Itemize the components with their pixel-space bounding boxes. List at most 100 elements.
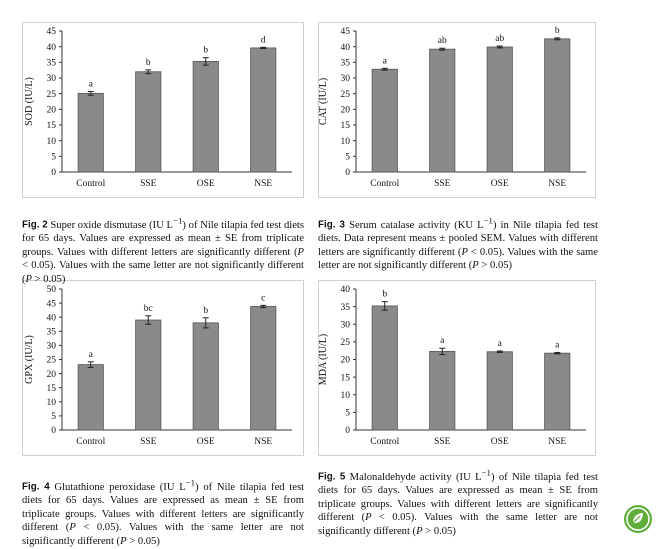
y-tick-label: 10	[341, 391, 351, 401]
y-tick-label: 45	[47, 27, 57, 37]
y-tick-label: 30	[341, 74, 351, 84]
y-tick-label: 25	[47, 356, 57, 366]
figure-label: Fig. 2	[22, 219, 48, 231]
significance-letter: ab	[438, 36, 447, 46]
y-tick-label: 45	[47, 299, 57, 309]
y-tick-label: 20	[341, 356, 351, 366]
bar-nse	[544, 352, 571, 431]
x-tick-label: Control	[76, 437, 105, 447]
bar-nse	[544, 38, 571, 173]
significance-letter: c	[261, 293, 265, 303]
x-tick-label: NSE	[548, 437, 566, 447]
chart-body: 0 5 10 15 20 25 30 35 40 45 CAT (IU/L) a Control ab SS…	[318, 26, 586, 189]
y-tick-label: 20	[47, 106, 57, 116]
significance-letter: a	[89, 350, 94, 360]
x-tick-label: SSE	[434, 179, 451, 189]
y-axis-title: MDA (IU/L)	[318, 334, 329, 385]
caption-text: Serum catalase activity (KU L−1) in Nile…	[318, 215, 598, 272]
significance-letter: b	[203, 306, 208, 316]
figure-label: Fig. 4	[22, 481, 50, 493]
y-tick-label: 0	[345, 426, 350, 436]
y-tick-label: 10	[47, 398, 57, 408]
y-tick-label: 5	[51, 412, 56, 422]
chart-body: 0 5 10 15 20 25 30 35 40 MDA (IU/L) b Control a SSE a O…	[318, 285, 586, 447]
y-tick-label: 40	[341, 285, 351, 295]
chart-body: 0 5 10 15 20 25 30 35 40 45 SOD (IU/L) a Control b SSE…	[24, 27, 292, 189]
x-tick-label: OSE	[491, 437, 509, 447]
x-tick-label: Control	[76, 179, 105, 189]
significance-letter: a	[440, 336, 445, 346]
x-tick-label: OSE	[197, 179, 215, 189]
y-tick-label: 45	[341, 27, 351, 37]
figure-caption-2: Fig. 2 Super oxide dismutase (IU L−1) of…	[22, 214, 304, 287]
significance-letter: b	[146, 58, 151, 68]
figure-label: Fig. 3	[318, 219, 345, 231]
x-tick-label: SSE	[434, 437, 451, 447]
bar-ose	[486, 351, 513, 431]
y-tick-label: 15	[47, 121, 57, 131]
bar-sse	[135, 319, 162, 431]
y-tick-label: 25	[341, 90, 351, 100]
x-tick-label: Control	[370, 179, 399, 189]
significance-letter: a	[383, 56, 388, 66]
y-tick-label: 5	[345, 153, 350, 163]
bar-control	[77, 364, 104, 431]
significance-letter: a	[89, 79, 94, 89]
significance-letter: ab	[495, 34, 504, 44]
y-tick-label: 15	[341, 121, 351, 131]
caption-text: Malonaldehyde activity (IU L−1) of Nile …	[318, 467, 598, 537]
caption-text: Glutathione peroxidase (IU L−1) of Nile …	[22, 477, 305, 547]
figure-caption-4: Fig. 4 Glutathione peroxidase (IU L−1) o…	[22, 476, 304, 549]
x-tick-label: NSE	[254, 437, 272, 447]
x-tick-label: Control	[370, 437, 399, 447]
y-tick-label: 0	[51, 168, 56, 178]
y-tick-label: 20	[341, 106, 351, 116]
bar-control	[371, 68, 398, 173]
y-tick-label: 40	[47, 313, 57, 323]
y-tick-label: 30	[47, 342, 57, 352]
y-tick-label: 5	[345, 409, 350, 419]
caption-text: Super oxide dismutase (IU L−1) of Nile t…	[22, 215, 304, 285]
figure-label: Fig. 5	[318, 471, 346, 483]
y-tick-label: 25	[47, 90, 57, 100]
figure-caption-5: Fig. 5 Malonaldehyde activity (IU L−1) o…	[318, 466, 598, 539]
y-tick-label: 25	[341, 338, 351, 348]
y-tick-label: 50	[47, 285, 57, 295]
x-tick-label: SSE	[140, 437, 157, 447]
y-axis-title: SOD (IU/L)	[24, 77, 35, 126]
bar-ose	[192, 60, 219, 173]
significance-letter: bc	[144, 304, 153, 314]
y-tick-label: 30	[341, 320, 351, 330]
figure-caption-3: Fig. 3 Serum catalase activity (KU L−1) …	[318, 214, 598, 273]
significance-letter: b	[555, 26, 560, 36]
y-tick-label: 35	[341, 59, 351, 69]
significance-letter: a	[555, 340, 560, 350]
y-axis-title: CAT (IU/L)	[318, 78, 329, 125]
y-tick-label: 0	[345, 168, 350, 178]
y-tick-label: 15	[47, 384, 57, 394]
y-tick-label: 10	[47, 137, 57, 147]
publisher-badge[interactable]	[624, 505, 652, 533]
bar-control	[77, 92, 104, 173]
significance-letter: b	[382, 290, 387, 300]
y-tick-label: 0	[51, 426, 56, 436]
significance-letter: a	[498, 339, 503, 349]
x-tick-label: OSE	[197, 437, 215, 447]
y-tick-label: 35	[47, 328, 57, 338]
y-tick-label: 5	[51, 153, 56, 163]
bar-sse	[429, 48, 456, 173]
y-tick-label: 15	[341, 373, 351, 383]
bar-nse	[250, 47, 277, 173]
y-tick-label: 40	[341, 43, 351, 53]
y-axis-title: GPX (IU/L)	[24, 335, 35, 384]
x-tick-label: OSE	[491, 179, 509, 189]
y-tick-label: 40	[47, 43, 57, 53]
bar-control	[371, 305, 398, 431]
y-tick-label: 30	[47, 74, 57, 84]
x-tick-label: NSE	[548, 179, 566, 189]
